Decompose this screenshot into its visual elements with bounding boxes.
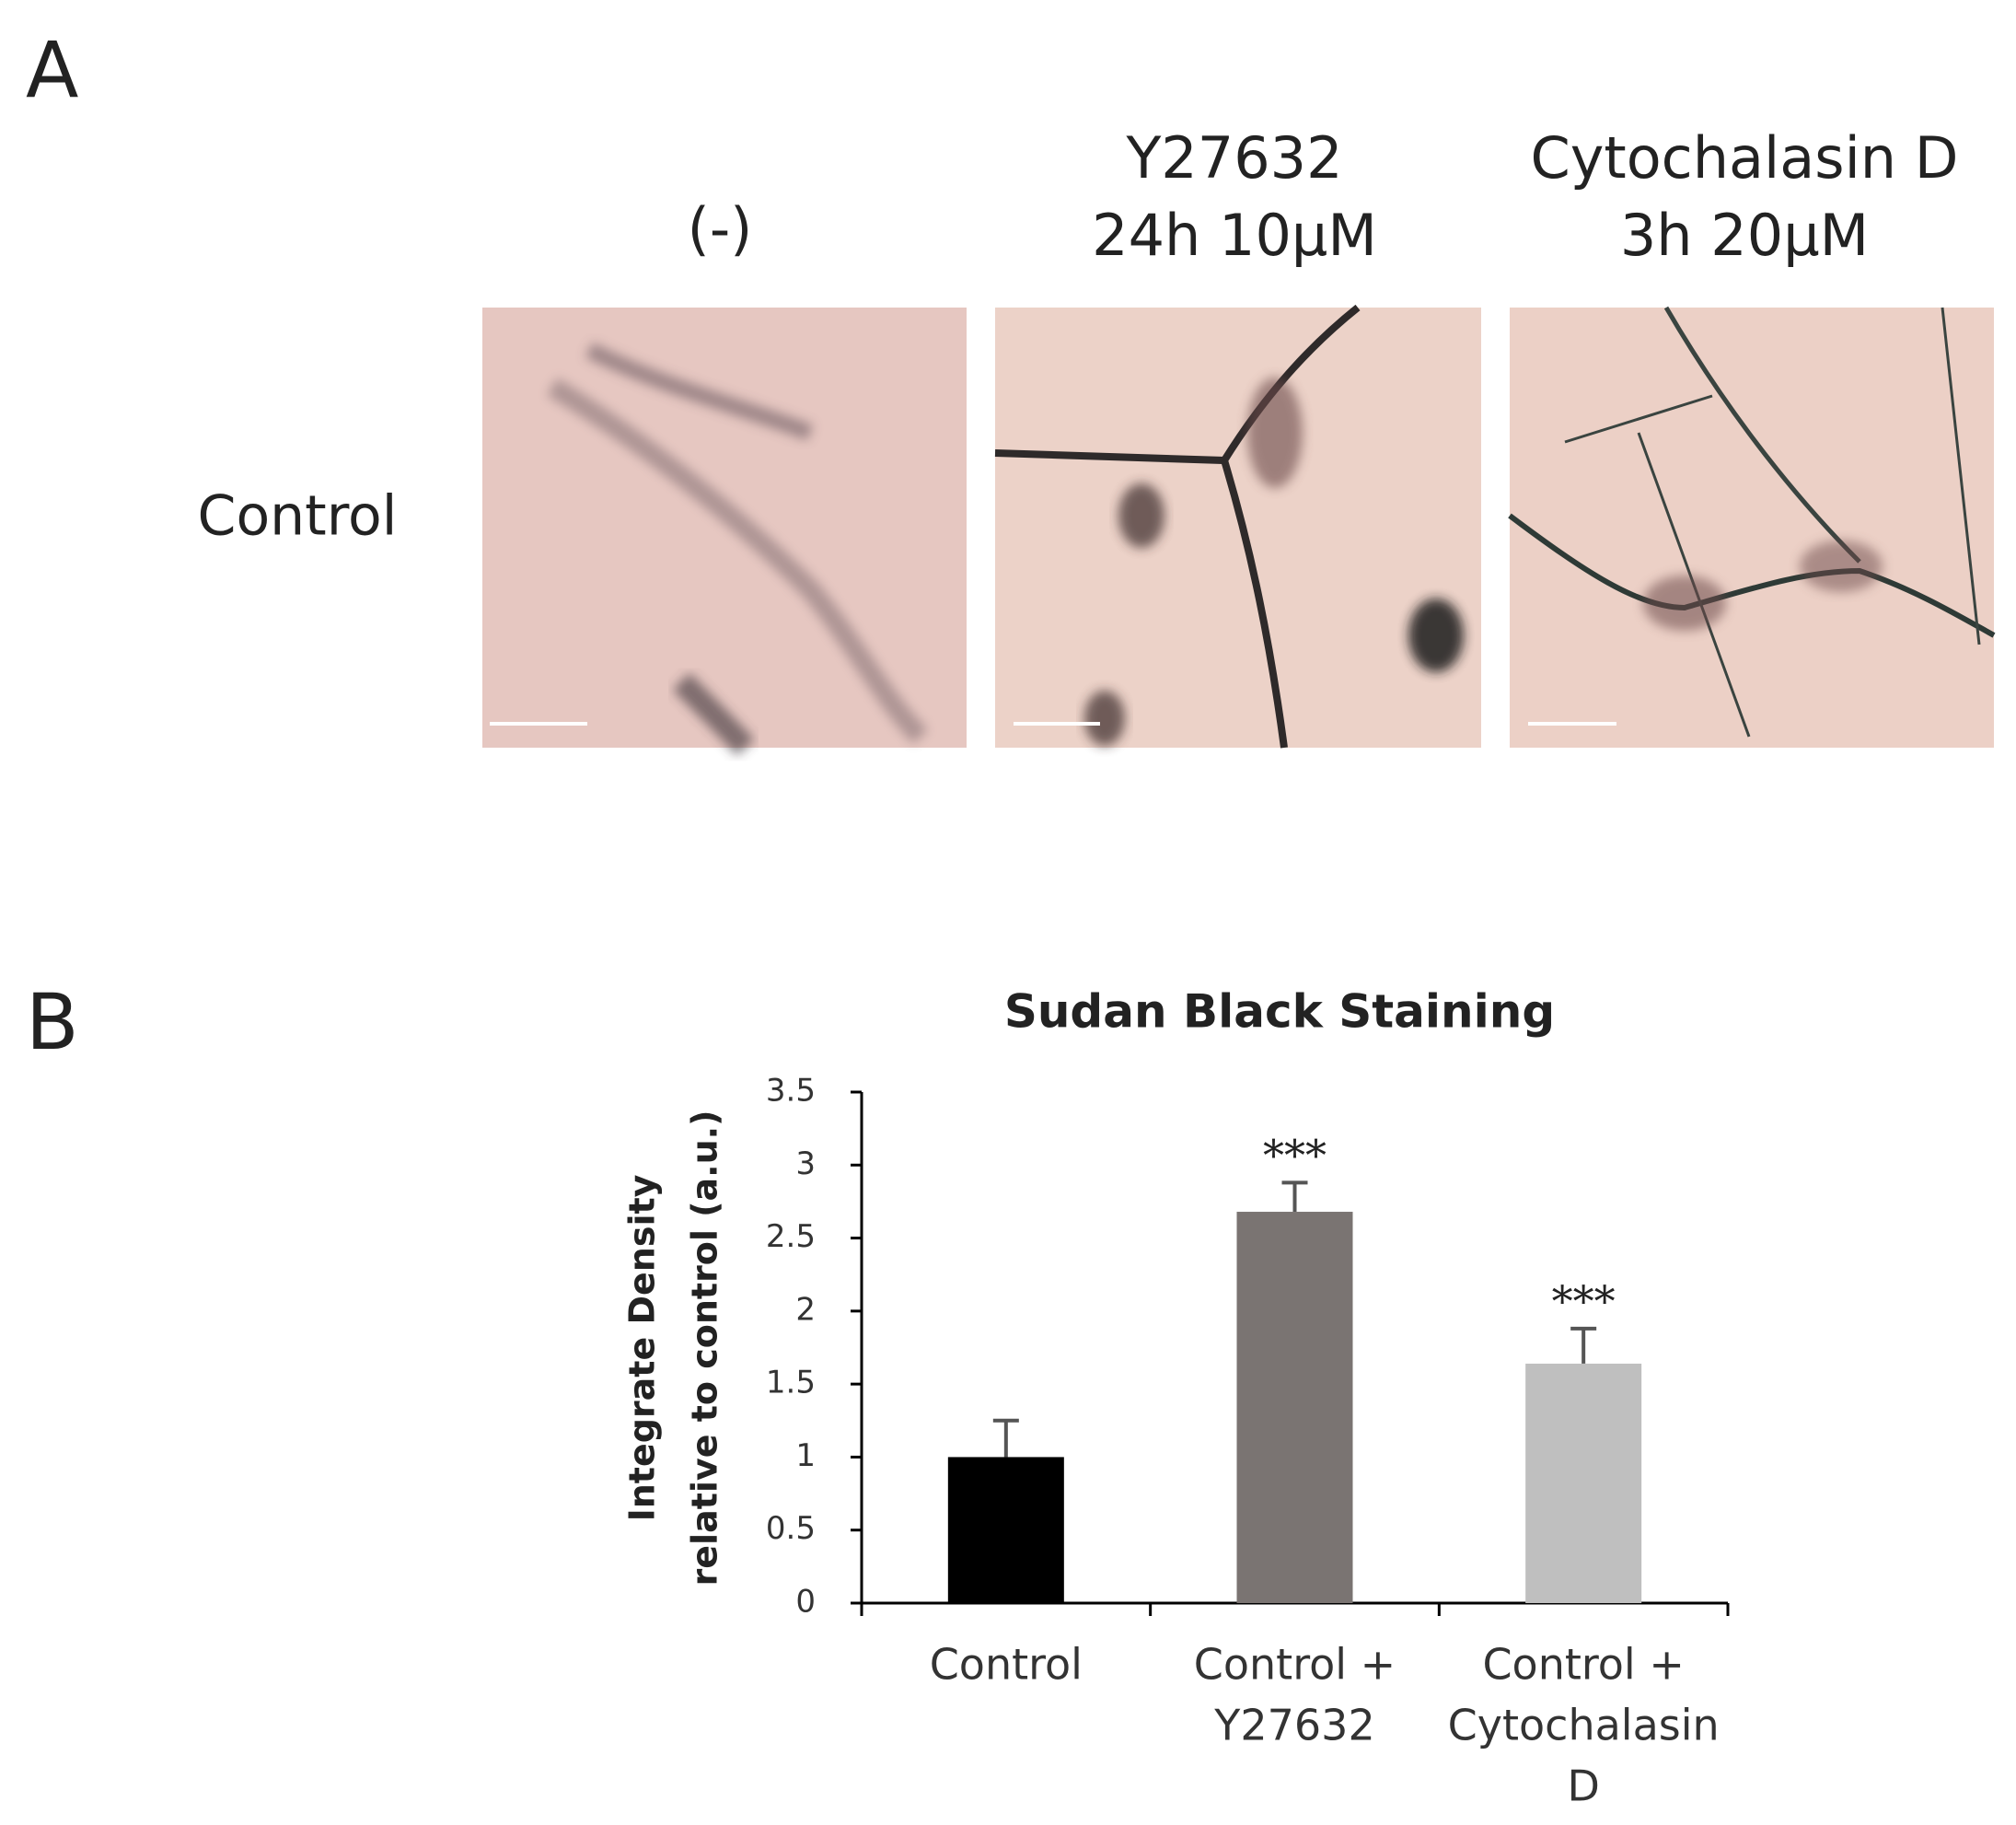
significance-label: *** — [1263, 1130, 1327, 1180]
y-tick-label: 1 — [795, 1437, 816, 1474]
x-tick-label: D — [1567, 1761, 1599, 1811]
bar — [1525, 1363, 1642, 1603]
significance-label: *** — [1552, 1276, 1616, 1326]
y-axis-label-line: Integrate Density — [622, 1174, 663, 1521]
x-tick-label: Control + — [1482, 1640, 1684, 1690]
column-header: 24h 10μM — [1092, 202, 1377, 269]
chart-title: Sudan Black Staining — [1004, 985, 1555, 1039]
y-tick-label: 2.5 — [766, 1218, 816, 1255]
micrograph — [994, 304, 1481, 749]
y-tick-label: 1.5 — [766, 1365, 816, 1401]
row-label: Control — [198, 484, 398, 549]
y-tick-label: 2 — [795, 1291, 816, 1328]
panel-letter: B — [26, 977, 79, 1067]
bar — [947, 1457, 1064, 1603]
x-tick-label: Cytochalasin — [1448, 1701, 1720, 1750]
x-tick-label: Y27632 — [1213, 1701, 1374, 1750]
column-header: Y27632 — [1125, 124, 1342, 192]
column-header: (-) — [688, 195, 753, 262]
column-header: 3h 20μM — [1620, 202, 1869, 269]
x-tick-label: Control + — [1194, 1640, 1396, 1690]
bar — [1236, 1212, 1353, 1603]
y-tick-label: 0.5 — [766, 1510, 816, 1547]
micrograph — [1508, 306, 1996, 748]
panel-letter: A — [26, 25, 78, 115]
column-header: Cytochalasin D — [1530, 124, 1958, 192]
y-tick-label: 3 — [795, 1145, 816, 1182]
y-axis-label-line: relative to control (a.u.) — [685, 1110, 725, 1587]
y-tick-label: 0 — [795, 1584, 816, 1621]
y-axis-label: Integrate Density relative to control (a.… — [622, 1110, 725, 1587]
y-tick-label: 3.5 — [766, 1073, 816, 1110]
x-tick-label: Control — [930, 1640, 1083, 1690]
micrograph — [482, 308, 967, 756]
